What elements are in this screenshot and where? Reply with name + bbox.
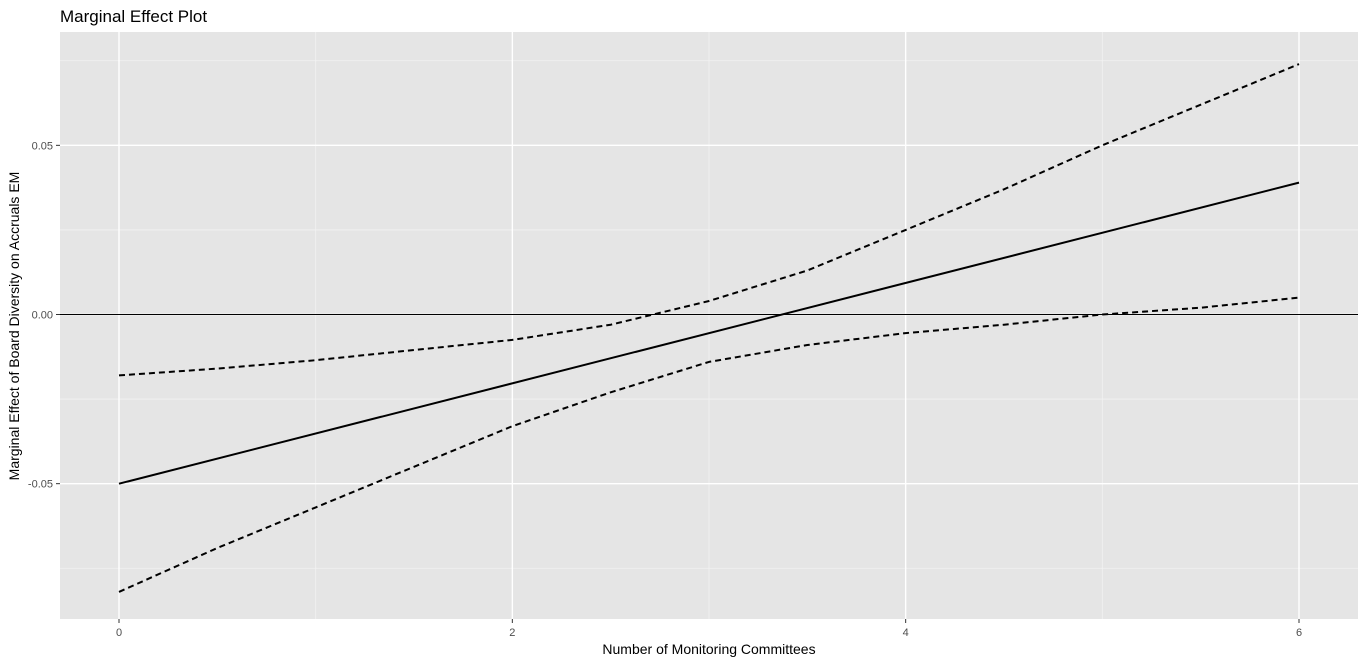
x-tick-label-1: 2: [509, 627, 515, 639]
y-axis-ticks: -0.05 0.00 0.05: [28, 140, 60, 491]
chart-title: Marginal Effect Plot: [60, 7, 207, 26]
y-tick-label-2: 0.05: [32, 140, 53, 152]
estimate-line: [118, 181, 1300, 485]
y-axis-title: Marginal Effect of Board Diversity on Ac…: [6, 172, 22, 481]
x-tick-label-0: 0: [116, 627, 122, 639]
upper-line: [118, 63, 1300, 377]
minor-grid: [60, 32, 1358, 619]
y-tick-label-1: 0.00: [32, 310, 53, 322]
x-axis-title: Number of Monitoring Committees: [602, 641, 815, 657]
series-group: [118, 63, 1300, 593]
y-tick-label-0: -0.05: [28, 479, 53, 491]
x-axis-ticks: 0 2 4 6: [116, 619, 1302, 639]
x-tick-label-3: 6: [1296, 627, 1302, 639]
major-grid: [60, 32, 1358, 619]
x-tick-label-2: 4: [903, 627, 909, 639]
lower-line: [118, 296, 1300, 593]
